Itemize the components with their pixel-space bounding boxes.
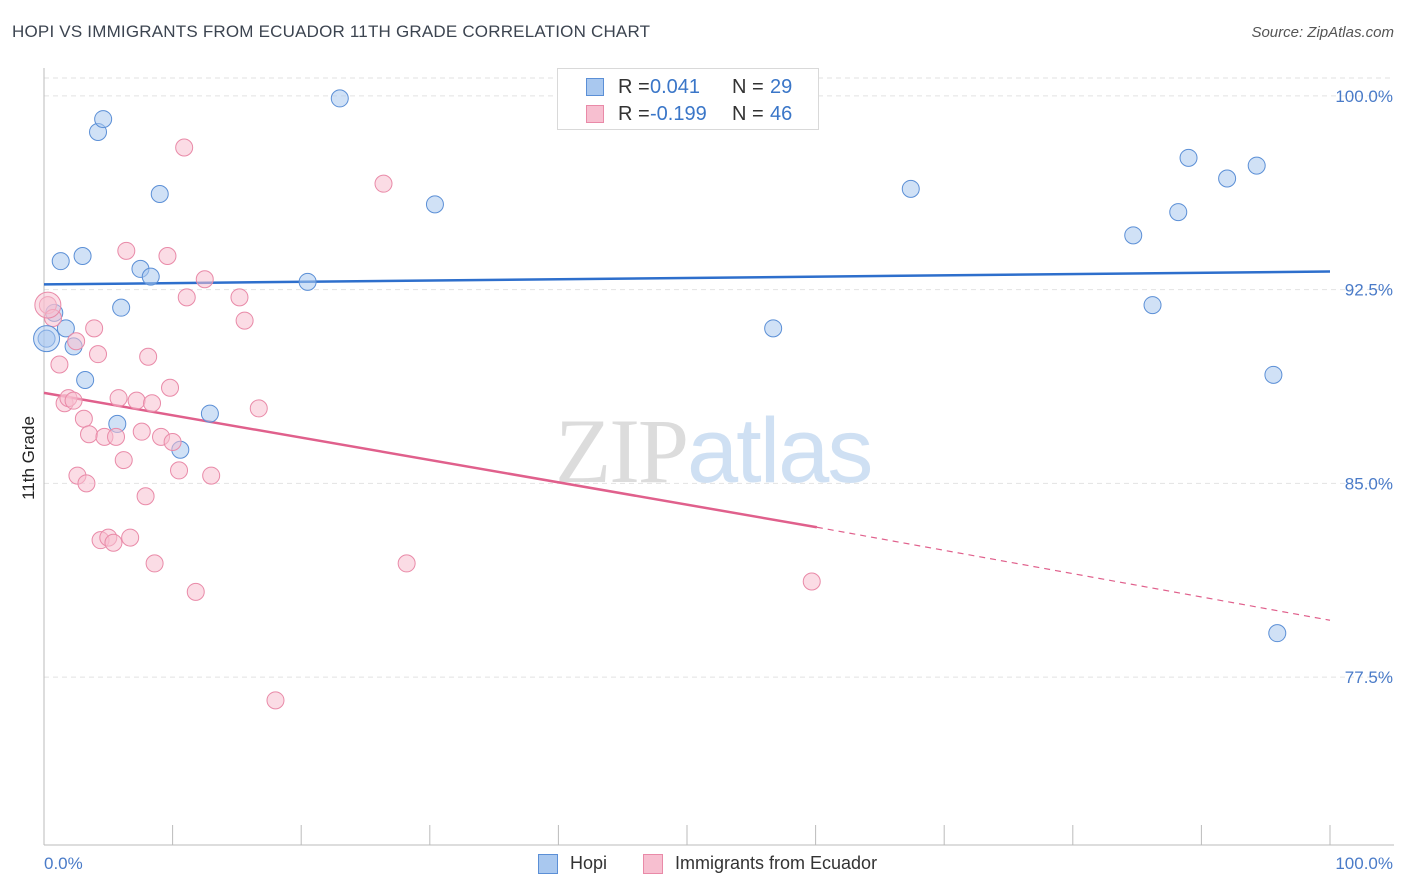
chart-title: HOPI VS IMMIGRANTS FROM ECUADOR 11TH GRA… (12, 22, 651, 41)
ecuador-point (50, 355, 69, 374)
legend-r-label: R = (618, 103, 650, 125)
series-legend: Hopi Immigrants from Ecuador (0, 852, 1406, 878)
x-tick-label: 100.0% (1335, 854, 1393, 873)
ecuador-trend-line (43, 391, 818, 529)
y-tick-label: 92.5% (1345, 281, 1393, 300)
correlation-legend: R = 0.041 N = 29 R = -0.199 N = 46 (557, 68, 819, 130)
gridlines (44, 77, 1390, 678)
ecuador-point (397, 554, 416, 573)
y-tick-label: 77.5% (1345, 668, 1393, 687)
legend-n-value: 46 (770, 103, 793, 125)
ecuador-point (249, 399, 268, 418)
hopi-trend-line (43, 270, 1331, 286)
hopi-point (1247, 156, 1266, 175)
legend-n-label: N = (732, 103, 764, 125)
hopi-point (1143, 296, 1162, 315)
hopi-point (112, 298, 131, 317)
hopi-point (73, 247, 92, 265)
hopi-point (150, 185, 169, 203)
hopi-point (1218, 169, 1237, 188)
hopi-point (1264, 365, 1283, 384)
ecuador-point (77, 474, 96, 493)
ecuador-point (80, 425, 99, 444)
ecuador-point (177, 288, 196, 307)
ecuador-point (235, 311, 254, 330)
legend-swatch-hopi (586, 78, 604, 96)
legend-swatch-ecuador (643, 854, 663, 874)
ecuador-point (132, 422, 151, 441)
ecuador-point (114, 451, 133, 470)
ecuador-point (374, 174, 393, 193)
ecuador-point (104, 533, 123, 552)
ecuador-point (85, 319, 104, 338)
legend-r-value: 0.041 (650, 76, 701, 98)
y-tick-label: 100.0% (1335, 87, 1393, 106)
ecuador-point (266, 691, 285, 710)
ecuador-point (158, 247, 177, 265)
ecuador-point (121, 528, 140, 547)
legend-swatch-ecuador (586, 105, 604, 123)
hopi-point (1124, 226, 1143, 245)
ecuador-point (230, 288, 249, 307)
ecuador-point (117, 241, 136, 260)
legend-n-label: N = (732, 76, 764, 98)
ecuador-point (195, 270, 214, 289)
ecuador-point (139, 347, 158, 366)
ecuador-point (161, 378, 180, 397)
ecuador-point (74, 409, 93, 428)
ecuador-point (67, 332, 86, 351)
hopi-point (51, 252, 70, 271)
legend-row-hopi: R = 0.041 N = 29 (558, 75, 818, 101)
legend-label-ecuador: Immigrants from Ecuador (675, 853, 878, 873)
ecuador-point (175, 138, 194, 157)
hopi-point (330, 89, 349, 108)
source-label: Source: ZipAtlas.com (1251, 24, 1394, 41)
legend-swatch-hopi (538, 854, 558, 874)
axes (43, 68, 1394, 846)
y-tick-label: 85.0% (1345, 474, 1393, 493)
legend-n-value: 29 (770, 76, 793, 98)
hopi-point (141, 267, 160, 286)
ecuador-trend-extension (816, 526, 1331, 621)
hopi-point (94, 110, 113, 129)
ecuador-point (89, 345, 108, 364)
ecuador-point (802, 572, 821, 591)
data-points (33, 89, 1287, 710)
legend-r-value: -0.199 (650, 103, 707, 125)
x-tick-label: 0.0% (44, 854, 83, 873)
tick-labels: 77.5% 85.0% 92.5% 100.0% 0.0% 100.0% 11th Grad… (19, 87, 1393, 873)
ecuador-point (109, 389, 128, 408)
ecuador-point (170, 461, 189, 480)
ecuador-point (107, 427, 126, 446)
hopi-point (425, 195, 444, 214)
hopi-point (56, 319, 75, 338)
hopi-point (1268, 624, 1287, 643)
legend-r-label: R = (618, 76, 650, 98)
y-axis-title: 11th Grade (19, 416, 38, 500)
ecuador-point (64, 391, 83, 410)
ecuador-point (145, 554, 164, 573)
hopi-point (764, 319, 783, 338)
ecuador-point (127, 391, 146, 410)
hopi-point (1179, 148, 1198, 167)
trend-lines (43, 270, 1331, 621)
hopi-point (33, 325, 61, 353)
ecuador-point (186, 582, 205, 601)
hopi-point (901, 179, 920, 198)
legend-row-ecuador: R = -0.199 N = 46 (558, 102, 818, 128)
ecuador-point (202, 466, 221, 485)
ecuador-point (163, 433, 182, 451)
hopi-point (1169, 203, 1188, 222)
legend-label-hopi: Hopi (570, 853, 608, 873)
ecuador-point (34, 291, 62, 319)
hopi-point (76, 371, 95, 389)
hopi-point (298, 272, 317, 291)
hopi-point (200, 404, 219, 423)
ecuador-point (143, 394, 162, 413)
ecuador-point (136, 487, 155, 506)
